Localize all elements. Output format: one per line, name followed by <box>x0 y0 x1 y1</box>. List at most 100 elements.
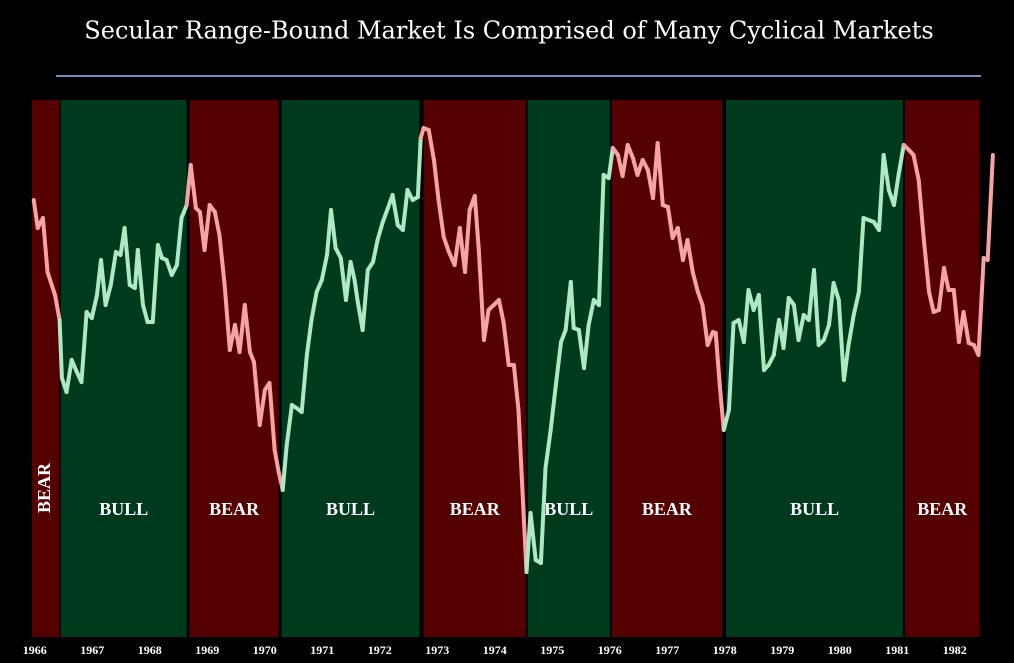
line-segment <box>140 303 150 324</box>
line-segment <box>665 205 675 240</box>
line-segment <box>174 216 184 267</box>
line-segment <box>426 128 436 162</box>
line-segment <box>329 208 338 250</box>
line-segment <box>538 466 548 565</box>
region <box>423 100 526 637</box>
line-segment <box>856 216 866 294</box>
line-segment <box>380 206 390 224</box>
line-segment <box>476 248 486 342</box>
line-segment <box>57 318 64 380</box>
line-segment <box>103 283 113 307</box>
x-tick-label: 1968 <box>138 643 162 657</box>
region-label: BEAR <box>34 462 54 513</box>
region-label: BULL <box>326 499 375 519</box>
x-tick-label: 1976 <box>598 643 622 657</box>
line-segment <box>625 143 635 160</box>
line-segment <box>135 248 145 307</box>
line-segment <box>267 381 277 452</box>
line-segment <box>548 383 558 432</box>
x-tick-label: 1980 <box>828 643 852 657</box>
line-segment <box>891 173 901 207</box>
line-segment <box>284 403 294 447</box>
x-tick-label: 1971 <box>310 643 334 657</box>
line-segment <box>155 243 164 260</box>
line-segment <box>846 313 856 347</box>
line-segment <box>582 323 591 370</box>
line-segment <box>951 288 961 344</box>
region <box>32 100 60 637</box>
line-segment <box>559 328 568 344</box>
line-segment <box>695 290 705 307</box>
line-segment <box>501 320 511 367</box>
line-segment <box>314 278 324 294</box>
line-segment <box>511 363 521 412</box>
line-segment <box>481 308 491 342</box>
region-label: BEAR <box>917 499 968 519</box>
line-segment <box>851 290 861 317</box>
line-segment <box>726 321 736 412</box>
region-label: BEAR <box>642 499 693 519</box>
line-segment <box>348 260 357 282</box>
line-segment <box>961 310 971 345</box>
line-segment <box>251 360 262 427</box>
line-segment <box>713 331 722 387</box>
region-label: BULL <box>99 499 148 519</box>
line-segment <box>620 143 630 178</box>
x-tick-label: 1974 <box>483 643 507 657</box>
line-segment <box>543 428 553 470</box>
region <box>726 100 904 637</box>
x-tick-label: 1969 <box>195 643 219 657</box>
line-segment <box>31 198 40 230</box>
line-series <box>31 126 995 574</box>
region-label: BULL <box>790 499 839 519</box>
line-segment <box>831 281 841 302</box>
line-segment <box>606 146 615 180</box>
line-segment <box>299 353 309 414</box>
line-segment <box>436 198 446 239</box>
line-segment <box>655 141 665 207</box>
line-segment <box>916 178 926 242</box>
line-segment <box>400 188 410 232</box>
line-segment <box>441 235 451 254</box>
line-segment <box>202 203 212 252</box>
line-segment <box>415 136 423 199</box>
line-segment <box>568 280 576 330</box>
line-segment <box>222 283 232 352</box>
line-segment <box>352 278 360 302</box>
chart-title: Secular Range-Bound Market Is Comprised … <box>84 17 933 45</box>
region <box>281 100 420 637</box>
line-segment <box>69 358 79 374</box>
region <box>904 100 980 637</box>
regions <box>32 100 980 637</box>
line-segment <box>927 290 936 314</box>
line-segment <box>188 163 198 210</box>
line-segment <box>272 448 281 474</box>
line-segment <box>675 226 685 262</box>
line-segment <box>976 256 986 357</box>
line-segment <box>496 298 506 324</box>
line-segment <box>690 270 700 294</box>
line-segment <box>343 260 353 302</box>
line-segment <box>462 208 472 274</box>
line-segment <box>717 383 726 432</box>
line-segment <box>99 258 108 307</box>
line-segment <box>985 153 995 262</box>
line-segment <box>40 216 50 274</box>
line-segment <box>217 233 227 287</box>
line-segment <box>150 243 160 324</box>
line-segment <box>826 281 836 327</box>
x-tick-label: 1979 <box>770 643 794 657</box>
line-segment <box>911 153 921 182</box>
line-segment <box>319 253 329 282</box>
line-segment <box>781 296 791 350</box>
line-segment <box>836 298 846 382</box>
line-segment <box>705 330 715 347</box>
line-segment <box>941 266 951 292</box>
line-segment <box>756 293 767 372</box>
x-tick-label: 1982 <box>943 643 967 657</box>
line-segment <box>553 340 564 387</box>
line-segment <box>431 158 441 202</box>
region-label: BEAR <box>209 499 260 519</box>
line-segment <box>242 303 252 354</box>
